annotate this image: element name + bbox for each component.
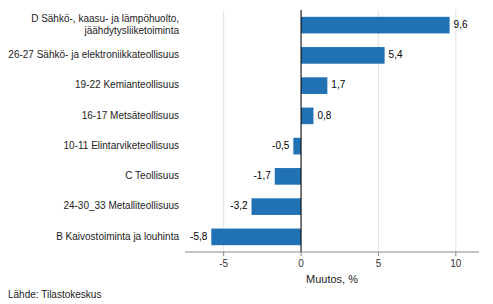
chart: B Kaivostoiminta ja louhinta 24-30_33 Met… (0, 0, 493, 304)
category-label: 19-22 Kemianteollisuus (75, 79, 179, 90)
x-tick-label: 5 (376, 258, 382, 269)
bars (211, 17, 449, 245)
category-label: D Sähkö-, kaasu- ja lämpöhuolto,jäähdyty… (31, 13, 179, 36)
data-label: -3,2 (230, 200, 248, 211)
grid-line (378, 10, 379, 252)
bar (301, 108, 313, 125)
category-label: B Kaivostoiminta ja louhinta (56, 231, 179, 242)
bar (211, 229, 301, 246)
grid-line (455, 10, 456, 252)
chart-container: B Kaivostoiminta ja louhinta 24-30_33 Met… (0, 0, 493, 304)
bar (301, 77, 327, 94)
x-tick (301, 252, 302, 256)
x-tick (378, 252, 379, 256)
source: Lähde: Tilastokeskus (8, 289, 101, 300)
x-axis: -5 0 5 10 (185, 252, 479, 269)
category-label: 24-30_33 Metalliteollisuus (63, 200, 179, 211)
bar (293, 138, 301, 155)
x-tick-label: -5 (219, 258, 228, 269)
data-label: 0,8 (317, 110, 331, 121)
grid-line (301, 10, 302, 252)
bar (301, 17, 450, 34)
x-axis-label: Muutos, % (306, 273, 358, 285)
category-label: 26-27 Sähkö- ja elektroniikkateollisuus (8, 49, 179, 60)
data-labels: -5,8 -3,2 -1,7 -0,5 0,8 1,7 5,4 9,6 (190, 19, 468, 242)
data-label: 5,4 (389, 49, 403, 60)
grid (224, 10, 456, 252)
x-tick-label: 10 (450, 258, 462, 269)
data-label: 9,6 (454, 19, 468, 30)
grid-line (223, 10, 224, 252)
bar (301, 47, 385, 64)
bar (252, 198, 302, 215)
x-tick (455, 252, 456, 256)
x-tick (223, 252, 224, 256)
category-label: 16-17 Metsäteollisuus (82, 110, 179, 121)
data-label: -0,5 (272, 140, 290, 151)
zero-line (301, 10, 302, 252)
category-label: 10-11 Elintarviketeollisuus (64, 140, 179, 151)
data-label: -1,7 (254, 170, 272, 181)
data-label: 1,7 (331, 79, 345, 90)
category-label: C Teollisuus (125, 170, 179, 181)
x-axis-line (185, 252, 479, 253)
y-axis-labels: B Kaivostoiminta ja louhinta 24-30_33 Met… (8, 13, 179, 242)
x-tick-label: 0 (298, 258, 304, 269)
data-label: -5,8 (190, 231, 208, 242)
bar (275, 168, 301, 185)
